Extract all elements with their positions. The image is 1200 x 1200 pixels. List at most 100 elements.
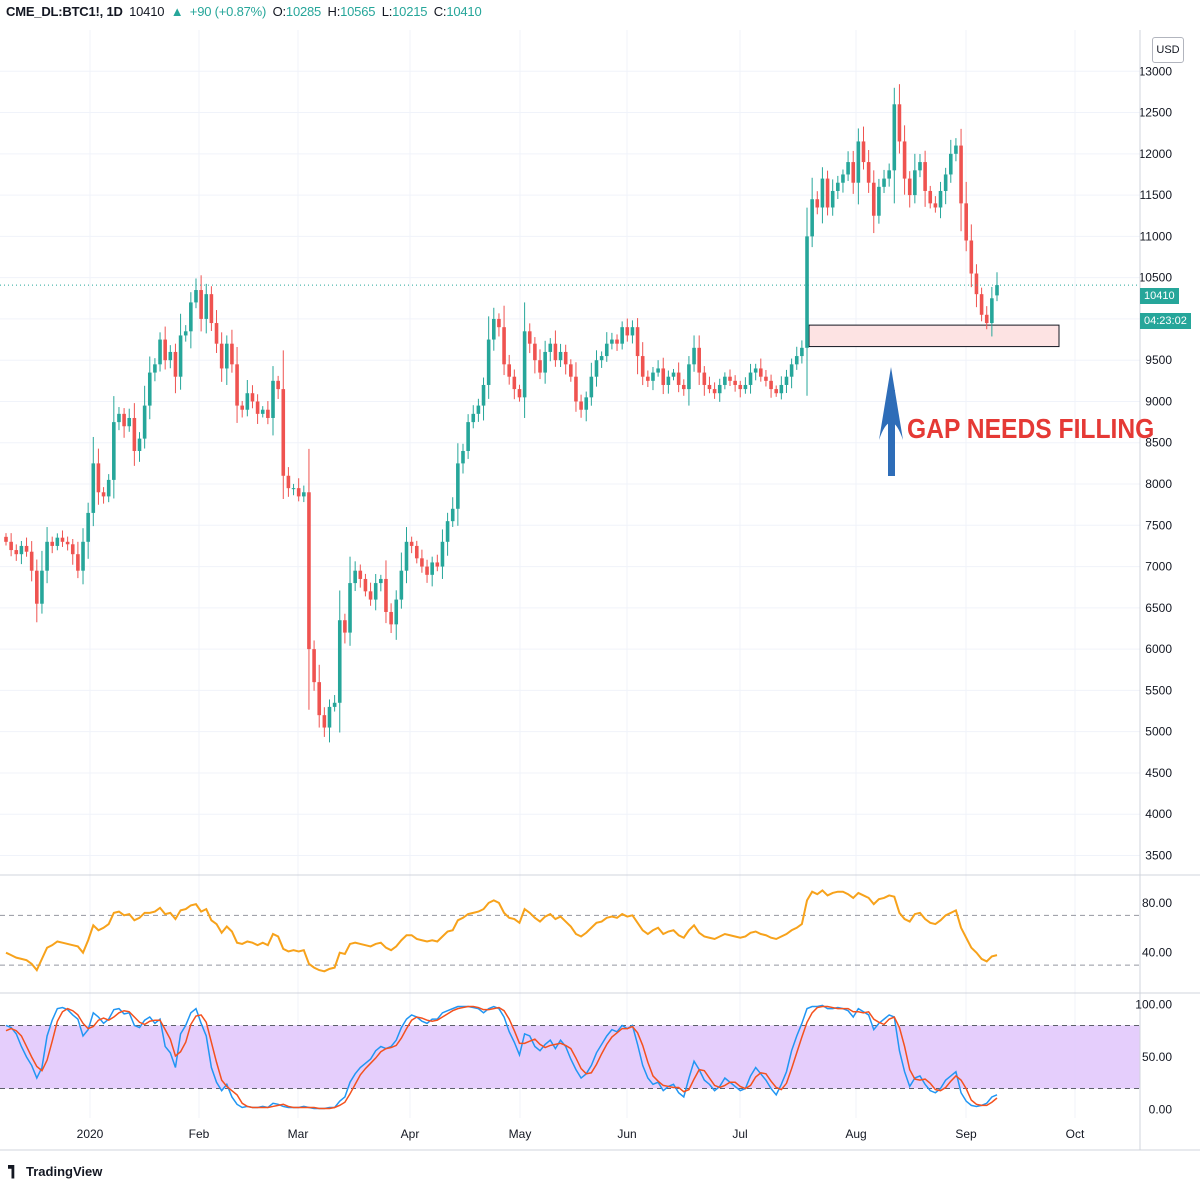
candle-body <box>214 323 219 344</box>
candle-body <box>712 389 717 394</box>
symbol-label[interactable]: CME_DL:BTC1!, 1D <box>6 4 123 19</box>
candle-body <box>435 562 440 567</box>
stoch-tick-label: 50.00 <box>1142 1050 1172 1064</box>
candle-body <box>815 199 820 208</box>
candle-body <box>866 162 871 183</box>
low-label: L: <box>381 4 393 19</box>
candle-body <box>348 583 352 633</box>
price-tick-label: 7000 <box>1145 560 1172 574</box>
candle-body <box>610 339 614 344</box>
candle-body <box>209 294 214 324</box>
up-arrow-annotation <box>879 367 903 476</box>
close-label: C: <box>433 4 447 19</box>
candle-body <box>907 178 912 196</box>
candle-body <box>117 413 121 423</box>
candle-body <box>399 570 404 600</box>
candle-body <box>707 384 712 390</box>
candle-body <box>153 364 157 373</box>
candle-body <box>132 417 137 451</box>
candle-body <box>656 368 660 373</box>
candle-body <box>569 364 573 377</box>
candle-body <box>379 578 383 584</box>
candle-body <box>579 401 583 410</box>
candle-body <box>296 488 301 497</box>
candle-body <box>635 327 640 357</box>
candle-body <box>794 356 799 365</box>
candle-body <box>774 389 779 394</box>
candle-body <box>841 174 845 183</box>
candle-body <box>676 372 681 385</box>
candle-body <box>507 364 511 377</box>
arrow-shaft <box>888 390 895 476</box>
candle-body <box>189 302 193 332</box>
candle-body <box>846 162 850 175</box>
candle-body <box>897 104 902 142</box>
candle-body <box>661 368 666 385</box>
candle-body <box>497 318 501 328</box>
candle-body <box>918 162 922 171</box>
candle-body <box>533 343 537 361</box>
candle-body <box>317 682 322 716</box>
price-tick-label: 8000 <box>1145 477 1172 491</box>
candle-body <box>861 141 866 163</box>
candle-body <box>86 512 90 542</box>
low-value: 10215 <box>392 4 428 19</box>
price-tick-label: 5500 <box>1145 683 1172 697</box>
candle-body <box>240 405 244 410</box>
candle-body <box>353 570 357 584</box>
candle-body <box>887 170 891 179</box>
candle-body <box>717 384 722 394</box>
candle-body <box>440 541 445 567</box>
candle-body <box>250 393 255 402</box>
price-tick-label: 4500 <box>1145 766 1172 780</box>
candle-body <box>255 401 260 414</box>
price-tick-label: 12500 <box>1139 106 1173 120</box>
candle-body <box>168 351 173 361</box>
gap-zone-layer <box>808 324 1060 348</box>
candle-body <box>91 463 96 513</box>
candle-body <box>702 372 707 385</box>
candle-body <box>461 451 465 464</box>
candle-body <box>492 318 496 340</box>
candle-body <box>697 347 701 373</box>
currency-button[interactable]: USD <box>1152 37 1184 63</box>
candle-body <box>307 492 311 650</box>
candle-body <box>769 380 773 390</box>
candle-body <box>19 545 24 555</box>
candle-body <box>9 541 13 551</box>
stochastic-panel <box>0 1004 1140 1110</box>
candle-body <box>784 376 789 385</box>
x-tick-label: 2020 <box>77 1127 104 1141</box>
candle-body <box>481 384 486 406</box>
open-label: O: <box>272 4 287 19</box>
candle-body <box>230 343 234 365</box>
candle-body <box>14 550 19 555</box>
candle-body <box>420 558 424 567</box>
price-tick-label: 11000 <box>1140 229 1173 243</box>
candle-body <box>743 384 748 390</box>
candle-body <box>995 285 999 296</box>
candle-body <box>76 554 80 571</box>
price-tick-label: 6000 <box>1145 642 1172 656</box>
candle-body <box>327 706 332 728</box>
candle-body <box>759 368 763 377</box>
price-tick-label: 7500 <box>1145 518 1172 532</box>
candle-body <box>651 372 655 381</box>
price-change: +90 (+0.87%) <box>189 4 267 19</box>
candle-body <box>738 384 743 390</box>
tradingview-logo[interactable]: TradingView <box>8 1164 102 1179</box>
candle-body <box>748 372 753 385</box>
candle-body <box>517 389 522 398</box>
candle-body <box>943 174 948 191</box>
candle-body <box>409 541 414 546</box>
candle-body <box>45 541 49 571</box>
candle-body <box>194 290 198 303</box>
price-tick-label: 9500 <box>1145 353 1172 367</box>
price-tick-label: 11500 <box>1140 188 1173 202</box>
candle-body <box>882 178 886 187</box>
candle-body <box>389 611 393 625</box>
close-value: 10410 <box>446 4 482 19</box>
last-price-tag: 10410 <box>1140 288 1179 304</box>
candle-body <box>178 335 183 377</box>
